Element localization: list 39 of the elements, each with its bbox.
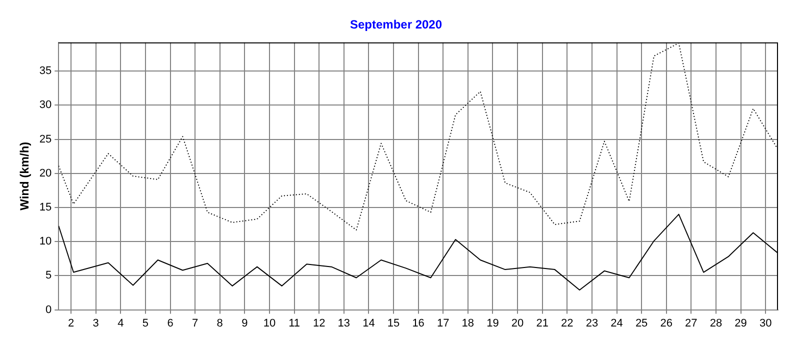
y-tick-label: 30 — [39, 99, 52, 112]
x-tick-label: 8 — [216, 317, 223, 330]
x-tick-label: 18 — [462, 317, 474, 330]
x-tick-label: 2 — [68, 317, 74, 330]
y-tick-label: 20 — [39, 167, 52, 180]
x-tick-label: 11 — [288, 317, 300, 330]
x-tick-label: 6 — [167, 317, 174, 330]
x-tick-label: 9 — [242, 317, 248, 330]
y-tick-label: 5 — [46, 270, 52, 282]
x-tick-label: 26 — [660, 317, 672, 330]
x-tick-label: 5 — [142, 317, 149, 330]
x-tick-label: 16 — [412, 317, 424, 330]
x-tick-label: 20 — [511, 317, 524, 330]
x-tick-label: 19 — [486, 317, 499, 330]
y-tick-label: 15 — [39, 202, 52, 214]
y-tick-label: 10 — [39, 236, 52, 248]
x-tick-label: 10 — [263, 317, 276, 330]
y-tick-label: 35 — [39, 65, 52, 78]
x-tick-label: 7 — [192, 317, 198, 330]
x-tick-label: 24 — [610, 317, 623, 330]
y-tick-label: 0 — [46, 304, 52, 316]
chart-title: September 2020 — [350, 18, 442, 32]
x-tick-label: 13 — [338, 317, 350, 330]
x-tick-label: 22 — [561, 317, 574, 330]
x-tick-label: 21 — [536, 317, 548, 330]
x-tick-label: 23 — [586, 317, 598, 330]
x-tick-label: 12 — [312, 317, 326, 330]
x-tick-label: 29 — [734, 317, 747, 330]
x-tick-label: 17 — [437, 317, 450, 330]
x-tick-label: 14 — [362, 317, 375, 330]
x-tick-label: 4 — [118, 317, 124, 330]
y-tick-label: 25 — [39, 133, 52, 146]
y-axis-title: Wind (km/h) — [18, 142, 32, 210]
x-tick-label: 30 — [759, 317, 772, 330]
x-tick-label: 27 — [685, 317, 698, 330]
x-tick-label: 28 — [710, 317, 722, 330]
x-tick-label: 3 — [92, 317, 99, 330]
x-tick-label: 25 — [635, 317, 648, 330]
x-tick-label: 15 — [387, 317, 400, 330]
